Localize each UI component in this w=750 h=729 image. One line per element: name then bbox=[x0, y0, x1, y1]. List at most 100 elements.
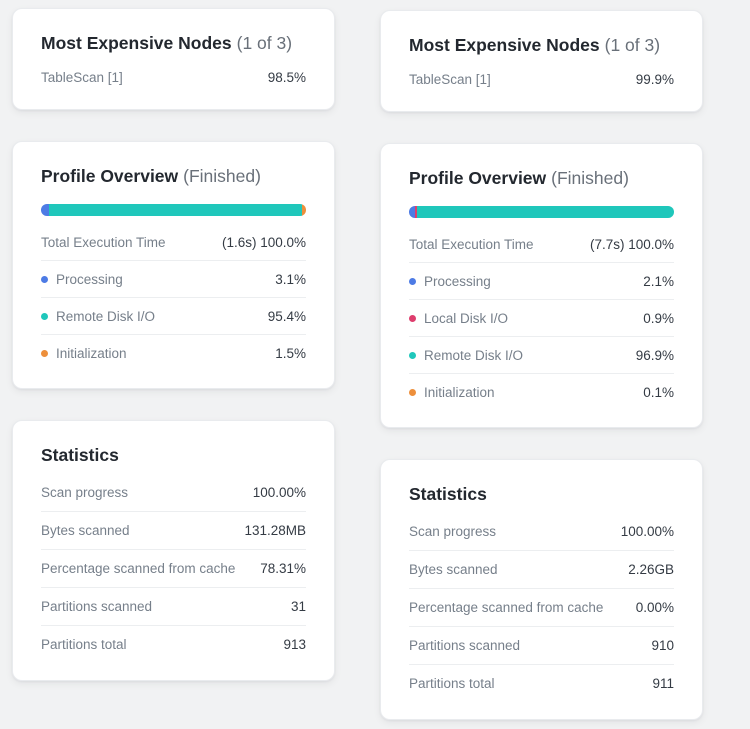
breakdown-row-initialization: Initialization 1.5% bbox=[41, 334, 306, 371]
legend-dot-icon bbox=[409, 277, 416, 285]
stat-value: 913 bbox=[283, 637, 306, 652]
row-label: Remote Disk I/O bbox=[41, 309, 155, 324]
row-label: Total Execution Time bbox=[41, 234, 166, 250]
legend-dot-icon bbox=[41, 349, 48, 357]
profile-panel-right: Most Expensive Nodes (1 of 3) TableScan [… bbox=[380, 10, 703, 720]
profile-status: (Finished) bbox=[551, 168, 629, 188]
profile-status: (Finished) bbox=[183, 166, 261, 186]
stat-value: 31 bbox=[290, 599, 306, 614]
stat-row-bytes-scanned: Bytes scanned 2.26GB bbox=[409, 550, 674, 588]
breakdown-row-remote-disk-io: Remote Disk I/O 95.4% bbox=[41, 297, 306, 334]
stat-row-bytes-scanned: Bytes scanned 131.28MB bbox=[41, 511, 306, 549]
stat-value: 78.31% bbox=[260, 561, 306, 576]
node-percentage: 98.5% bbox=[267, 69, 306, 85]
row-label: Initialization bbox=[41, 346, 127, 361]
row-value: 2.1% bbox=[643, 273, 674, 289]
stat-label: Percentage scanned from cache bbox=[409, 600, 604, 615]
execution-time-bar bbox=[41, 204, 306, 216]
stat-row-scan-progress: Scan progress 100.00% bbox=[41, 474, 306, 511]
stat-row-partitions-scanned: Partitions scanned 910 bbox=[409, 626, 674, 664]
bar-segment-processing bbox=[41, 204, 50, 216]
row-value: (1.6s) 100.0% bbox=[221, 234, 306, 250]
execution-time-bar bbox=[409, 206, 674, 218]
breakdown-row-local-disk-io: Local Disk I/O 0.9% bbox=[409, 299, 674, 336]
row-value: (7.7s) 100.0% bbox=[589, 236, 674, 252]
stat-value: 131.28MB bbox=[244, 523, 306, 538]
node-percentage: 99.9% bbox=[635, 71, 674, 87]
stat-value: 910 bbox=[651, 638, 674, 653]
card-title: Most Expensive Nodes (1 of 3) bbox=[409, 34, 674, 56]
stat-label: Partitions total bbox=[41, 637, 127, 652]
expensive-node-row[interactable]: TableScan [1] 99.9% bbox=[409, 64, 674, 94]
node-label: TableScan [1] bbox=[41, 69, 123, 85]
breakdown-row-initialization: Initialization 0.1% bbox=[409, 373, 674, 410]
stat-label: Scan progress bbox=[409, 524, 497, 539]
row-value: 96.9% bbox=[635, 347, 674, 363]
most-expensive-nodes-count: (1 of 3) bbox=[236, 33, 293, 53]
statistics-list: Scan progress 100.00% Bytes scanned 2.26… bbox=[409, 513, 674, 702]
most-expensive-nodes-title: Most Expensive Nodes bbox=[41, 33, 232, 53]
row-value: 1.5% bbox=[275, 345, 306, 361]
total-execution-time-row: Total Execution Time (1.6s) 100.0% bbox=[41, 224, 306, 260]
profile-overview-title: Profile Overview bbox=[409, 168, 547, 188]
expensive-node-row[interactable]: TableScan [1] 98.5% bbox=[41, 62, 306, 92]
stat-value: 0.00% bbox=[635, 600, 674, 615]
bar-segment-processing bbox=[409, 206, 415, 218]
card-statistics: Statistics Scan progress 100.00% Bytes s… bbox=[12, 420, 335, 681]
breakdown-row-remote-disk-io: Remote Disk I/O 96.9% bbox=[409, 336, 674, 373]
stat-value: 911 bbox=[652, 676, 674, 691]
stat-label: Partitions scanned bbox=[409, 638, 521, 653]
row-label: Processing bbox=[41, 272, 123, 287]
profile-breakdown-list: Total Execution Time (1.6s) 100.0% Proce… bbox=[41, 224, 306, 371]
legend-dot-icon bbox=[409, 388, 416, 396]
row-label: Local Disk I/O bbox=[409, 311, 508, 326]
stat-row-partitions-total: Partitions total 911 bbox=[409, 664, 674, 702]
card-title: Most Expensive Nodes (1 of 3) bbox=[41, 32, 306, 54]
breakdown-row-processing: Processing 2.1% bbox=[409, 262, 674, 299]
stat-row-cache-percentage: Percentage scanned from cache 0.00% bbox=[409, 588, 674, 626]
stat-row-partitions-total: Partitions total 913 bbox=[41, 625, 306, 663]
breakdown-row-processing: Processing 3.1% bbox=[41, 260, 306, 297]
card-title: Profile Overview (Finished) bbox=[41, 165, 306, 187]
stat-row-cache-percentage: Percentage scanned from cache 78.31% bbox=[41, 549, 306, 587]
stat-row-partitions-scanned: Partitions scanned 31 bbox=[41, 587, 306, 625]
stat-value: 2.26GB bbox=[628, 562, 674, 577]
statistics-title: Statistics bbox=[41, 445, 119, 465]
card-profile-overview: Profile Overview (Finished) Total Executi… bbox=[12, 141, 335, 389]
bar-segment-remote-disk-io bbox=[49, 204, 302, 216]
stat-label: Partitions scanned bbox=[41, 599, 153, 614]
stat-value: 100.00% bbox=[620, 524, 674, 539]
statistics-title: Statistics bbox=[409, 484, 487, 504]
bar-segment-local-disk-io bbox=[414, 206, 417, 218]
profile-panel-left: Most Expensive Nodes (1 of 3) TableScan [… bbox=[12, 8, 335, 681]
stat-label: Bytes scanned bbox=[409, 562, 498, 577]
stat-label: Scan progress bbox=[41, 485, 129, 500]
row-value: 3.1% bbox=[275, 271, 306, 287]
stat-label: Percentage scanned from cache bbox=[41, 561, 236, 576]
total-execution-time-row: Total Execution Time (7.7s) 100.0% bbox=[409, 226, 674, 262]
bar-segment-initialization bbox=[302, 204, 306, 216]
card-title: Statistics bbox=[41, 444, 306, 466]
row-label: Processing bbox=[409, 274, 491, 289]
row-value: 0.9% bbox=[643, 310, 674, 326]
profile-overview-title: Profile Overview bbox=[41, 166, 179, 186]
statistics-list: Scan progress 100.00% Bytes scanned 131.… bbox=[41, 474, 306, 663]
legend-dot-icon bbox=[409, 351, 416, 359]
row-label: Total Execution Time bbox=[409, 236, 534, 252]
bar-segment-remote-disk-io bbox=[416, 206, 674, 218]
node-label: TableScan [1] bbox=[409, 71, 491, 87]
stat-label: Partitions total bbox=[409, 676, 495, 691]
legend-dot-icon bbox=[41, 312, 48, 320]
card-title: Statistics bbox=[409, 483, 674, 505]
row-value: 0.1% bbox=[643, 384, 674, 400]
row-label: Remote Disk I/O bbox=[409, 348, 523, 363]
legend-dot-icon bbox=[409, 314, 416, 322]
profile-breakdown-list: Total Execution Time (7.7s) 100.0% Proce… bbox=[409, 226, 674, 410]
most-expensive-nodes-title: Most Expensive Nodes bbox=[409, 35, 600, 55]
row-value: 95.4% bbox=[267, 308, 306, 324]
card-most-expensive-nodes: Most Expensive Nodes (1 of 3) TableScan [… bbox=[380, 10, 703, 112]
legend-dot-icon bbox=[41, 275, 48, 283]
stat-row-scan-progress: Scan progress 100.00% bbox=[409, 513, 674, 550]
stat-value: 100.00% bbox=[252, 485, 306, 500]
